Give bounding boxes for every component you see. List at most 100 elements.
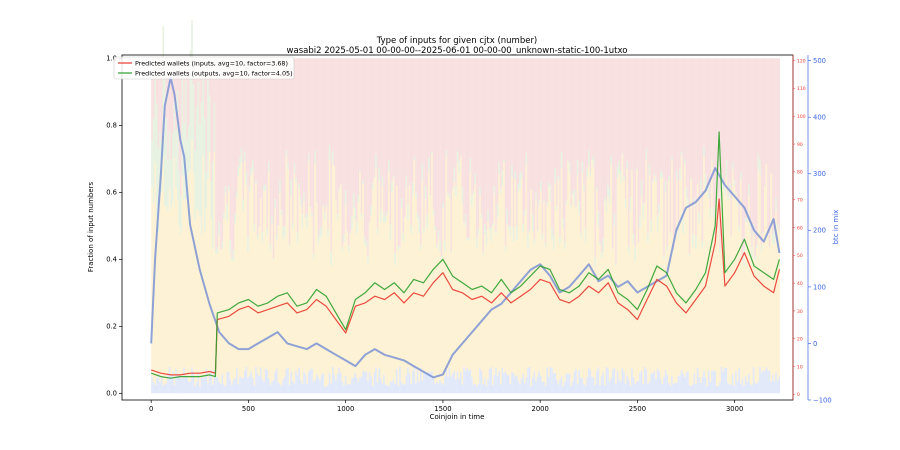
background-band (690, 385, 692, 394)
background-band (520, 58, 523, 172)
background-band (328, 373, 331, 394)
background-band (714, 237, 716, 372)
background-band (300, 58, 302, 198)
background-band (301, 227, 304, 385)
background-band (418, 381, 420, 394)
background-band (448, 197, 451, 369)
background-band (178, 169, 180, 226)
background-band (223, 384, 225, 394)
background-band (212, 161, 214, 249)
background-band (607, 58, 609, 183)
background-band (546, 58, 548, 203)
background-band (167, 160, 169, 211)
background-band (492, 385, 494, 394)
background-band (532, 377, 534, 394)
background-band (434, 226, 436, 231)
background-band (247, 58, 249, 237)
background-band (717, 385, 720, 394)
y-axis-right-label: btc in mix (832, 210, 840, 245)
background-band (463, 223, 465, 367)
background-band (658, 58, 660, 205)
background-band (724, 58, 726, 187)
background-band (236, 58, 238, 191)
background-band (436, 381, 438, 394)
background-band (453, 167, 456, 182)
background-band (658, 371, 660, 394)
background-band (424, 58, 427, 186)
background-band (194, 219, 196, 387)
background-band (370, 376, 372, 394)
background-band (488, 369, 491, 394)
background-band (408, 185, 411, 374)
y-right-tick-label: 500 (813, 57, 826, 65)
background-band (295, 177, 297, 183)
background-band (397, 250, 400, 387)
background-band (276, 234, 278, 241)
background-band (600, 376, 603, 394)
background-band (208, 373, 211, 394)
background-band (674, 382, 676, 394)
background-band (684, 377, 686, 394)
background-band (391, 181, 393, 192)
background-band (304, 58, 307, 217)
background-band (204, 230, 206, 378)
background-band (772, 374, 774, 394)
background-band (682, 217, 684, 234)
background-band (253, 231, 256, 386)
background-band (496, 376, 499, 394)
background-band (540, 190, 542, 376)
background-band (244, 58, 246, 153)
background-band (213, 151, 216, 370)
background-band (436, 58, 438, 246)
background-band (588, 367, 590, 394)
background-band (508, 226, 510, 229)
background-band (196, 58, 198, 107)
background-band (512, 372, 515, 394)
background-band (711, 160, 713, 162)
background-band (202, 63, 204, 156)
background-band (453, 370, 456, 394)
background-band (508, 58, 510, 226)
background-band (327, 58, 329, 230)
background-band (578, 58, 580, 202)
background-band (244, 370, 246, 394)
background-band (423, 233, 425, 372)
background-band (447, 376, 449, 394)
background-band (589, 58, 592, 173)
background-band (399, 58, 401, 248)
background-band (536, 376, 539, 394)
background-band (480, 218, 483, 372)
background-band (328, 144, 331, 160)
background-band (616, 371, 619, 394)
background-band (770, 382, 772, 394)
background-band (693, 58, 696, 198)
background-band (428, 58, 430, 158)
background-band (685, 187, 688, 199)
background-band (191, 20, 193, 141)
background-band (596, 186, 598, 191)
background-band (757, 169, 760, 381)
background-band (727, 200, 729, 383)
background-band (263, 58, 265, 186)
background-band (706, 191, 708, 387)
background-band (426, 375, 428, 394)
background-band (183, 58, 185, 124)
background-band (287, 58, 289, 163)
background-band (242, 199, 244, 211)
background-band (570, 58, 572, 206)
background-band (173, 100, 176, 158)
background-band (461, 58, 464, 187)
background-band (455, 379, 457, 394)
background-band (239, 58, 241, 157)
background-band (639, 58, 641, 215)
background-band (557, 179, 560, 385)
background-band (701, 249, 704, 377)
background-band (290, 372, 292, 394)
background-band (378, 368, 380, 394)
background-band (684, 58, 686, 160)
background-band (647, 242, 649, 384)
background-band (588, 150, 590, 166)
background-band (392, 378, 395, 394)
background-band (541, 239, 544, 382)
background-band (282, 58, 284, 227)
